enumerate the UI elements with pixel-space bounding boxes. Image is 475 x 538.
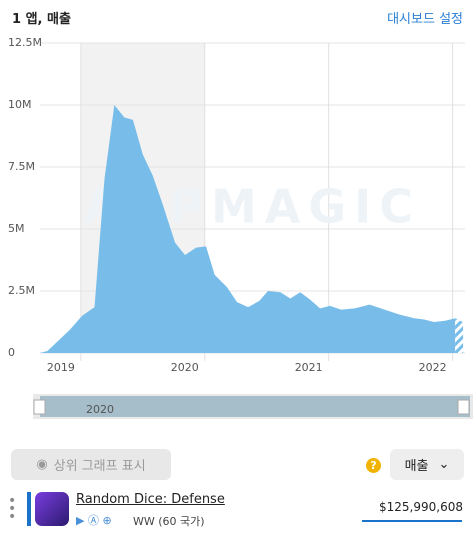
revenue: $125,990,608 — [379, 500, 463, 514]
metric-dropdown[interactable]: 매출 ⌄ — [390, 449, 464, 480]
app-name[interactable]: Random Dice: Defense — [76, 492, 225, 507]
slider-year: 2020 — [86, 403, 114, 416]
y-tick-label: 2.5M — [8, 284, 35, 297]
show-top-button[interactable]: ◉ 상위 그래프 표시 — [11, 449, 171, 480]
x-tick-label: 2020 — [171, 361, 199, 374]
settings-link[interactable]: 대시보드 설정 — [387, 12, 463, 27]
button-label: 상위 그래프 표시 — [53, 459, 146, 474]
slider-handle — [457, 399, 470, 415]
y-tick-label: 5M — [8, 222, 25, 235]
revenue-area — [40, 105, 456, 353]
eye-icon: ◉ — [36, 457, 48, 472]
y-tick-label: 7.5M — [8, 160, 35, 173]
x-tick-label: 2021 — [295, 361, 323, 374]
chevron: ⌄ — [438, 457, 450, 472]
help-icon[interactable]: ? — [366, 458, 381, 473]
slider-range — [40, 396, 470, 417]
y-tick-label: 0 — [8, 346, 15, 359]
x-tick-label: 2022 — [419, 361, 447, 374]
x-tick-label: 2019 — [47, 361, 75, 374]
header-title: 1 앱, 매출 — [12, 12, 71, 27]
revenue-underline — [362, 520, 462, 522]
metric-label: 매출 — [404, 459, 429, 474]
incomplete-hatch — [455, 318, 464, 353]
y-tick-label: 12.5M — [8, 36, 42, 49]
region: WW (60 국가) — [133, 515, 205, 528]
store-icons: ▶ Ⓐ ⊕ — [76, 514, 112, 527]
slider-handle — [33, 399, 46, 415]
color-bar — [27, 492, 31, 526]
app-icon — [35, 492, 69, 526]
y-tick-label: 10M — [8, 98, 32, 111]
menu-dots[interactable]: • • • — [8, 493, 17, 525]
